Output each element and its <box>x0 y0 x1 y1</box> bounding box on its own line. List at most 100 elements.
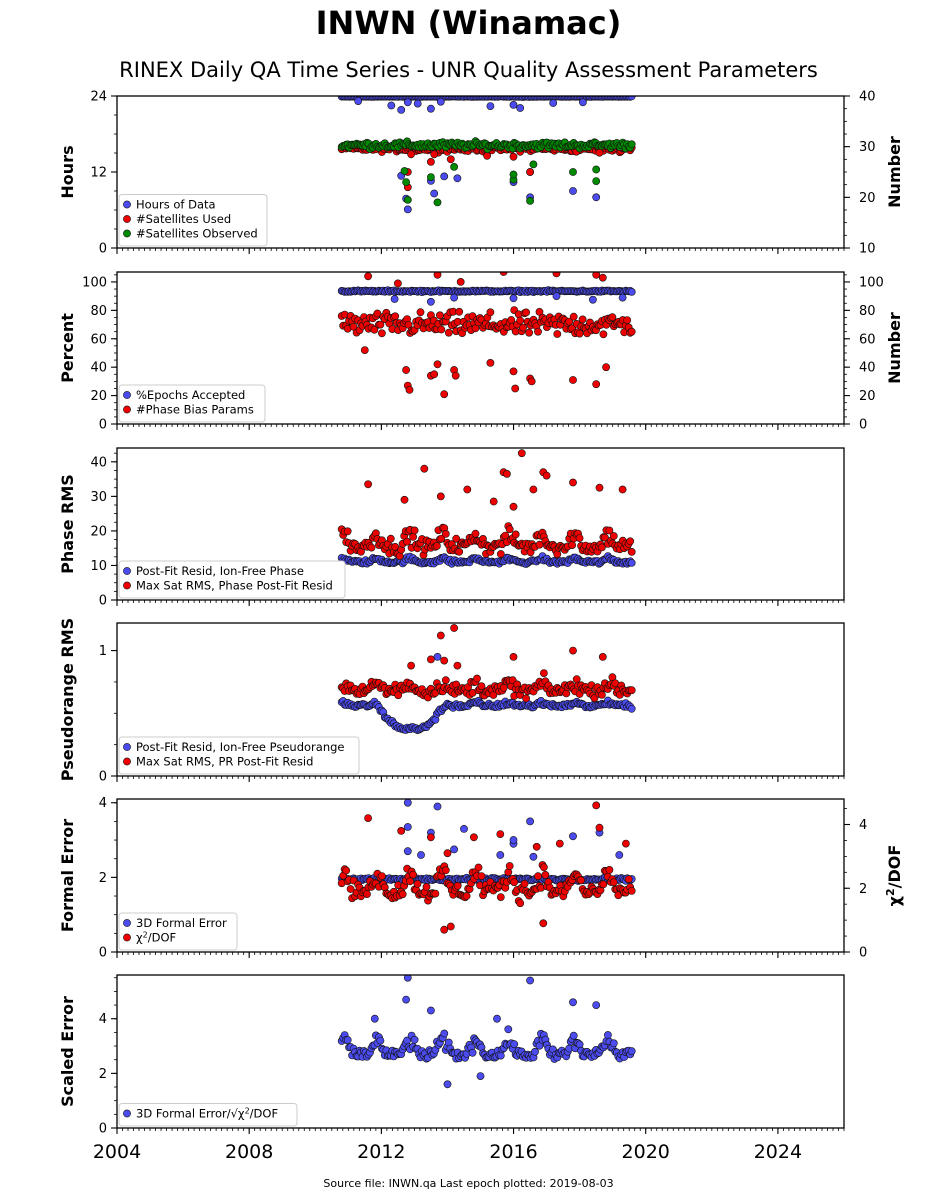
data-point <box>455 307 464 316</box>
data-point-outlier <box>364 480 372 489</box>
data-point-outlier <box>598 273 607 282</box>
legend-label: %Epochs Accepted <box>136 388 245 402</box>
data-point <box>577 876 585 885</box>
x-tick-label: 2008 <box>225 1141 273 1163</box>
y-tick-label: 10 <box>90 559 107 574</box>
data-point-outlier <box>579 98 587 107</box>
x-tick-label: 2020 <box>622 1141 670 1163</box>
legend-label: Hours of Data <box>136 198 216 212</box>
y2-tick-label: 0 <box>859 946 867 961</box>
data-point-outlier <box>407 150 415 159</box>
data-point <box>575 329 584 338</box>
data-point <box>441 866 450 875</box>
data-point-outlier <box>440 925 449 934</box>
data-point-outlier <box>370 1014 379 1023</box>
data-point <box>409 533 417 541</box>
data-point <box>394 691 403 700</box>
legend-marker <box>123 567 131 575</box>
data-point-outlier <box>552 272 561 278</box>
data-point-outlier <box>569 187 577 195</box>
data-point-outlier <box>555 839 564 848</box>
data-point-outlier <box>489 497 498 506</box>
data-point-outlier <box>430 150 439 159</box>
y-tick-label: 12 <box>90 166 107 181</box>
data-point <box>510 1040 519 1049</box>
data-point <box>553 330 562 338</box>
data-point <box>569 312 578 321</box>
data-point <box>609 1039 618 1048</box>
legend-box <box>118 384 266 423</box>
data-point <box>553 550 562 559</box>
data-point-outlier <box>403 98 412 107</box>
data-point <box>540 669 548 677</box>
data-point-outlier <box>569 478 577 487</box>
data-point <box>572 675 581 684</box>
y-tick-label: 0 <box>99 418 107 433</box>
data-point-outlier <box>569 832 577 841</box>
data-point <box>343 527 352 536</box>
data-point <box>601 533 609 542</box>
data-point <box>346 885 355 893</box>
data-point <box>416 308 425 317</box>
data-point <box>398 890 407 899</box>
panel-3: 0 10 20 30 40 Phase RMS Post-Fit Resid, Ion-Fr… <box>58 447 845 609</box>
data-point-outlier <box>360 346 369 354</box>
data-point-outlier <box>430 370 439 379</box>
data-point-outlier <box>440 656 449 665</box>
legend-label: #Satellites Observed <box>136 227 258 241</box>
data-point-outlier <box>463 485 472 494</box>
data-point <box>609 878 618 887</box>
data-point <box>431 889 440 898</box>
data-point-outlier <box>493 1014 501 1023</box>
y2-tick-label: 40 <box>859 361 876 376</box>
data-point <box>496 1051 505 1060</box>
data-point-outlier <box>509 367 518 376</box>
y-tick-label: 0 <box>99 242 107 257</box>
data-point-outlier <box>592 801 601 810</box>
data-point-outlier <box>407 661 415 670</box>
data-point-outlier <box>516 104 525 112</box>
data-point <box>520 879 529 888</box>
data-point <box>409 870 417 879</box>
data-point-outlier <box>456 277 465 286</box>
data-point-outlier <box>436 492 445 501</box>
data-point-outlier <box>403 205 412 214</box>
series-red <box>337 624 636 703</box>
data-point-outlier <box>569 646 577 655</box>
data-point-outlier <box>446 922 455 931</box>
y2-tick-label: 60 <box>859 332 876 347</box>
data-point-outlier <box>509 653 518 661</box>
data-point <box>462 892 471 900</box>
page-subtitle: RINEX Daily QA Time Series - UNR Quality… <box>119 58 818 82</box>
legend-label: χ2/DOF <box>136 931 176 945</box>
y-tick-label: 0 <box>99 1122 107 1137</box>
data-point <box>598 691 606 699</box>
y-tick-label: 0 <box>99 946 107 961</box>
data-point-outlier <box>443 849 452 858</box>
data-point <box>525 328 533 337</box>
data-point-outlier <box>509 294 518 303</box>
series-red <box>337 272 636 399</box>
y-tick-label: 0 <box>99 594 107 609</box>
legend-marker <box>123 391 131 399</box>
legend-marker <box>123 229 131 238</box>
data-point-outlier <box>569 998 577 1007</box>
data-point <box>486 308 495 317</box>
data-point-outlier <box>509 101 518 109</box>
y2-axis-label: χ2/DOF <box>884 845 904 907</box>
data-point-outlier <box>595 823 604 832</box>
data-point <box>406 877 414 886</box>
data-point-outlier <box>397 106 406 114</box>
data-point-outlier <box>592 165 601 174</box>
data-point <box>541 871 550 879</box>
data-point <box>477 872 486 880</box>
data-point <box>608 313 617 322</box>
y2-tick-label: 30 <box>859 140 876 155</box>
data-point <box>609 532 618 540</box>
data-point <box>373 309 382 318</box>
data-point <box>516 316 525 325</box>
data-point-outlier <box>402 995 410 1004</box>
data-point <box>627 287 636 296</box>
data-point-outlier <box>433 198 442 207</box>
